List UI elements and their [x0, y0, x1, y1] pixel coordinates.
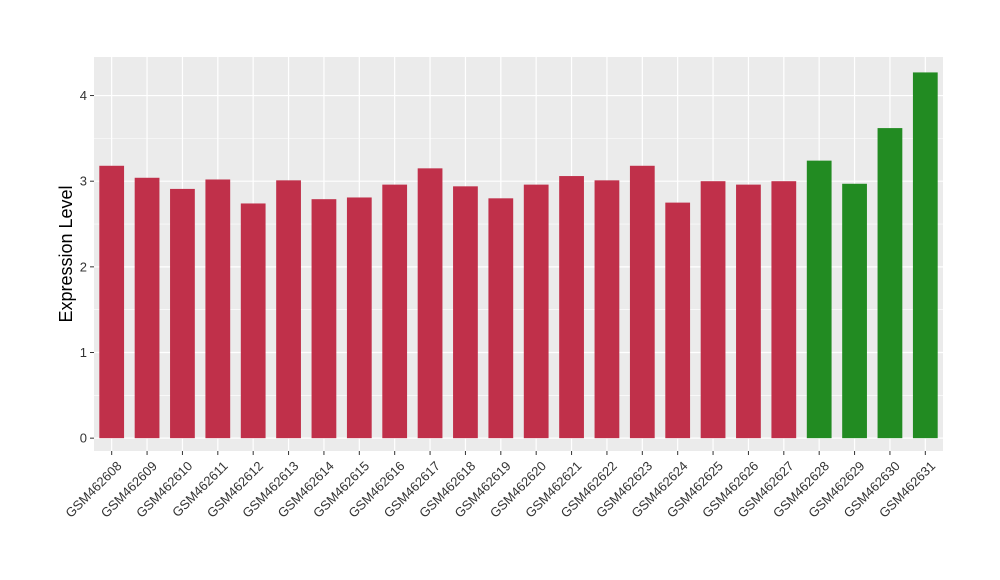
x-axis: GSM462608GSM462609GSM462610GSM462611GSM4…	[62, 451, 938, 521]
bar-GSM462617	[417, 168, 443, 439]
bar-GSM462621	[559, 176, 584, 439]
bar-GSM462612	[240, 203, 266, 439]
bar-GSM462608	[99, 165, 125, 439]
bar-GSM462614	[311, 199, 337, 439]
y-tick-label: 0	[80, 431, 87, 446]
bar-GSM462611	[205, 179, 231, 439]
bars	[99, 72, 938, 439]
bar-GSM462622	[594, 180, 620, 439]
bar-GSM462625	[700, 181, 726, 439]
y-tick-label: 2	[80, 259, 87, 274]
y-tick-label: 4	[80, 88, 87, 103]
plot-panel	[94, 57, 943, 451]
y-axis-title: Expression Level	[56, 185, 76, 322]
bar-GSM462620	[523, 184, 549, 439]
y-tick-label: 1	[80, 345, 87, 360]
bar-GSM462619	[488, 198, 514, 439]
bar-GSM462631	[912, 72, 938, 439]
bar-GSM462628	[806, 160, 832, 439]
bar-GSM462615	[346, 197, 372, 439]
bar-GSM462613	[276, 180, 301, 439]
bar-GSM462630	[877, 128, 903, 439]
bar-GSM462618	[453, 186, 478, 439]
y-tick-label: 3	[80, 174, 87, 189]
bar-GSM462629	[842, 183, 867, 439]
y-axis: 0 1 2 3 4	[80, 88, 94, 446]
bar-GSM462609	[134, 177, 160, 439]
minor-gridlines	[94, 138, 943, 396]
bar-GSM462623	[629, 165, 655, 439]
bar-GSM462624	[665, 202, 691, 439]
bar-GSM462626	[736, 184, 761, 439]
bar-GSM462616	[382, 184, 408, 439]
bar-GSM462610	[170, 188, 195, 439]
bar-GSM462627	[771, 181, 797, 439]
